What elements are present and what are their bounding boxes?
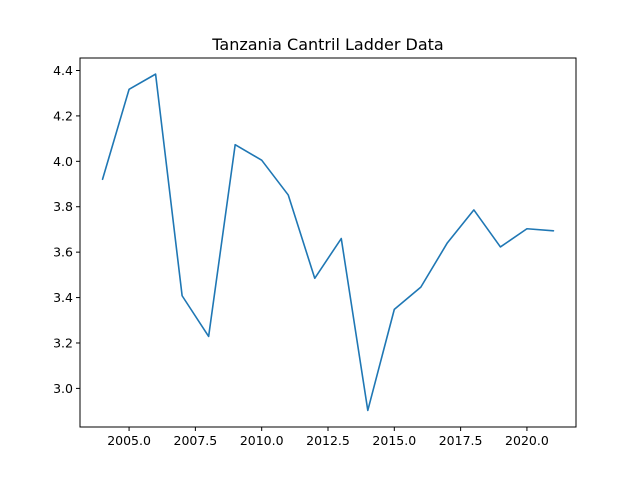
y-tick-label: 4.2 [53, 108, 73, 123]
chart-title: Tanzania Cantril Ladder Data [211, 35, 443, 54]
y-tick-label: 3.6 [53, 245, 73, 260]
x-tick-label: 2017.5 [439, 433, 483, 448]
x-tick-label: 2005.0 [107, 433, 151, 448]
x-tick-label: 2010.0 [240, 433, 284, 448]
x-tick-label: 2015.0 [372, 433, 416, 448]
x-tick-label: 2020.0 [505, 433, 549, 448]
y-tick-label: 3.4 [53, 290, 73, 305]
plot-area: 2005.0 2007.5 2010.0 2012.5 2015.0 2017.5 2020… [53, 57, 577, 448]
y-tick-label: 4.4 [53, 63, 73, 78]
x-axis: 2005.0 2007.5 2010.0 2012.5 2015.0 2017.5 2020… [107, 427, 549, 448]
y-axis: 3.0 3.2 3.4 3.6 3.8 4.0 4.2 4.4 [53, 63, 80, 396]
y-tick-label: 3.8 [53, 199, 73, 214]
y-tick-label: 4.0 [53, 154, 73, 169]
y-tick-label: 3.2 [53, 335, 73, 350]
y-tick-label: 3.0 [53, 381, 73, 396]
series-line [101, 73, 555, 412]
axes-frame [79, 57, 577, 428]
x-tick-label: 2012.5 [306, 433, 350, 448]
series-layer [101, 73, 555, 412]
x-tick-label: 2007.5 [174, 433, 218, 448]
